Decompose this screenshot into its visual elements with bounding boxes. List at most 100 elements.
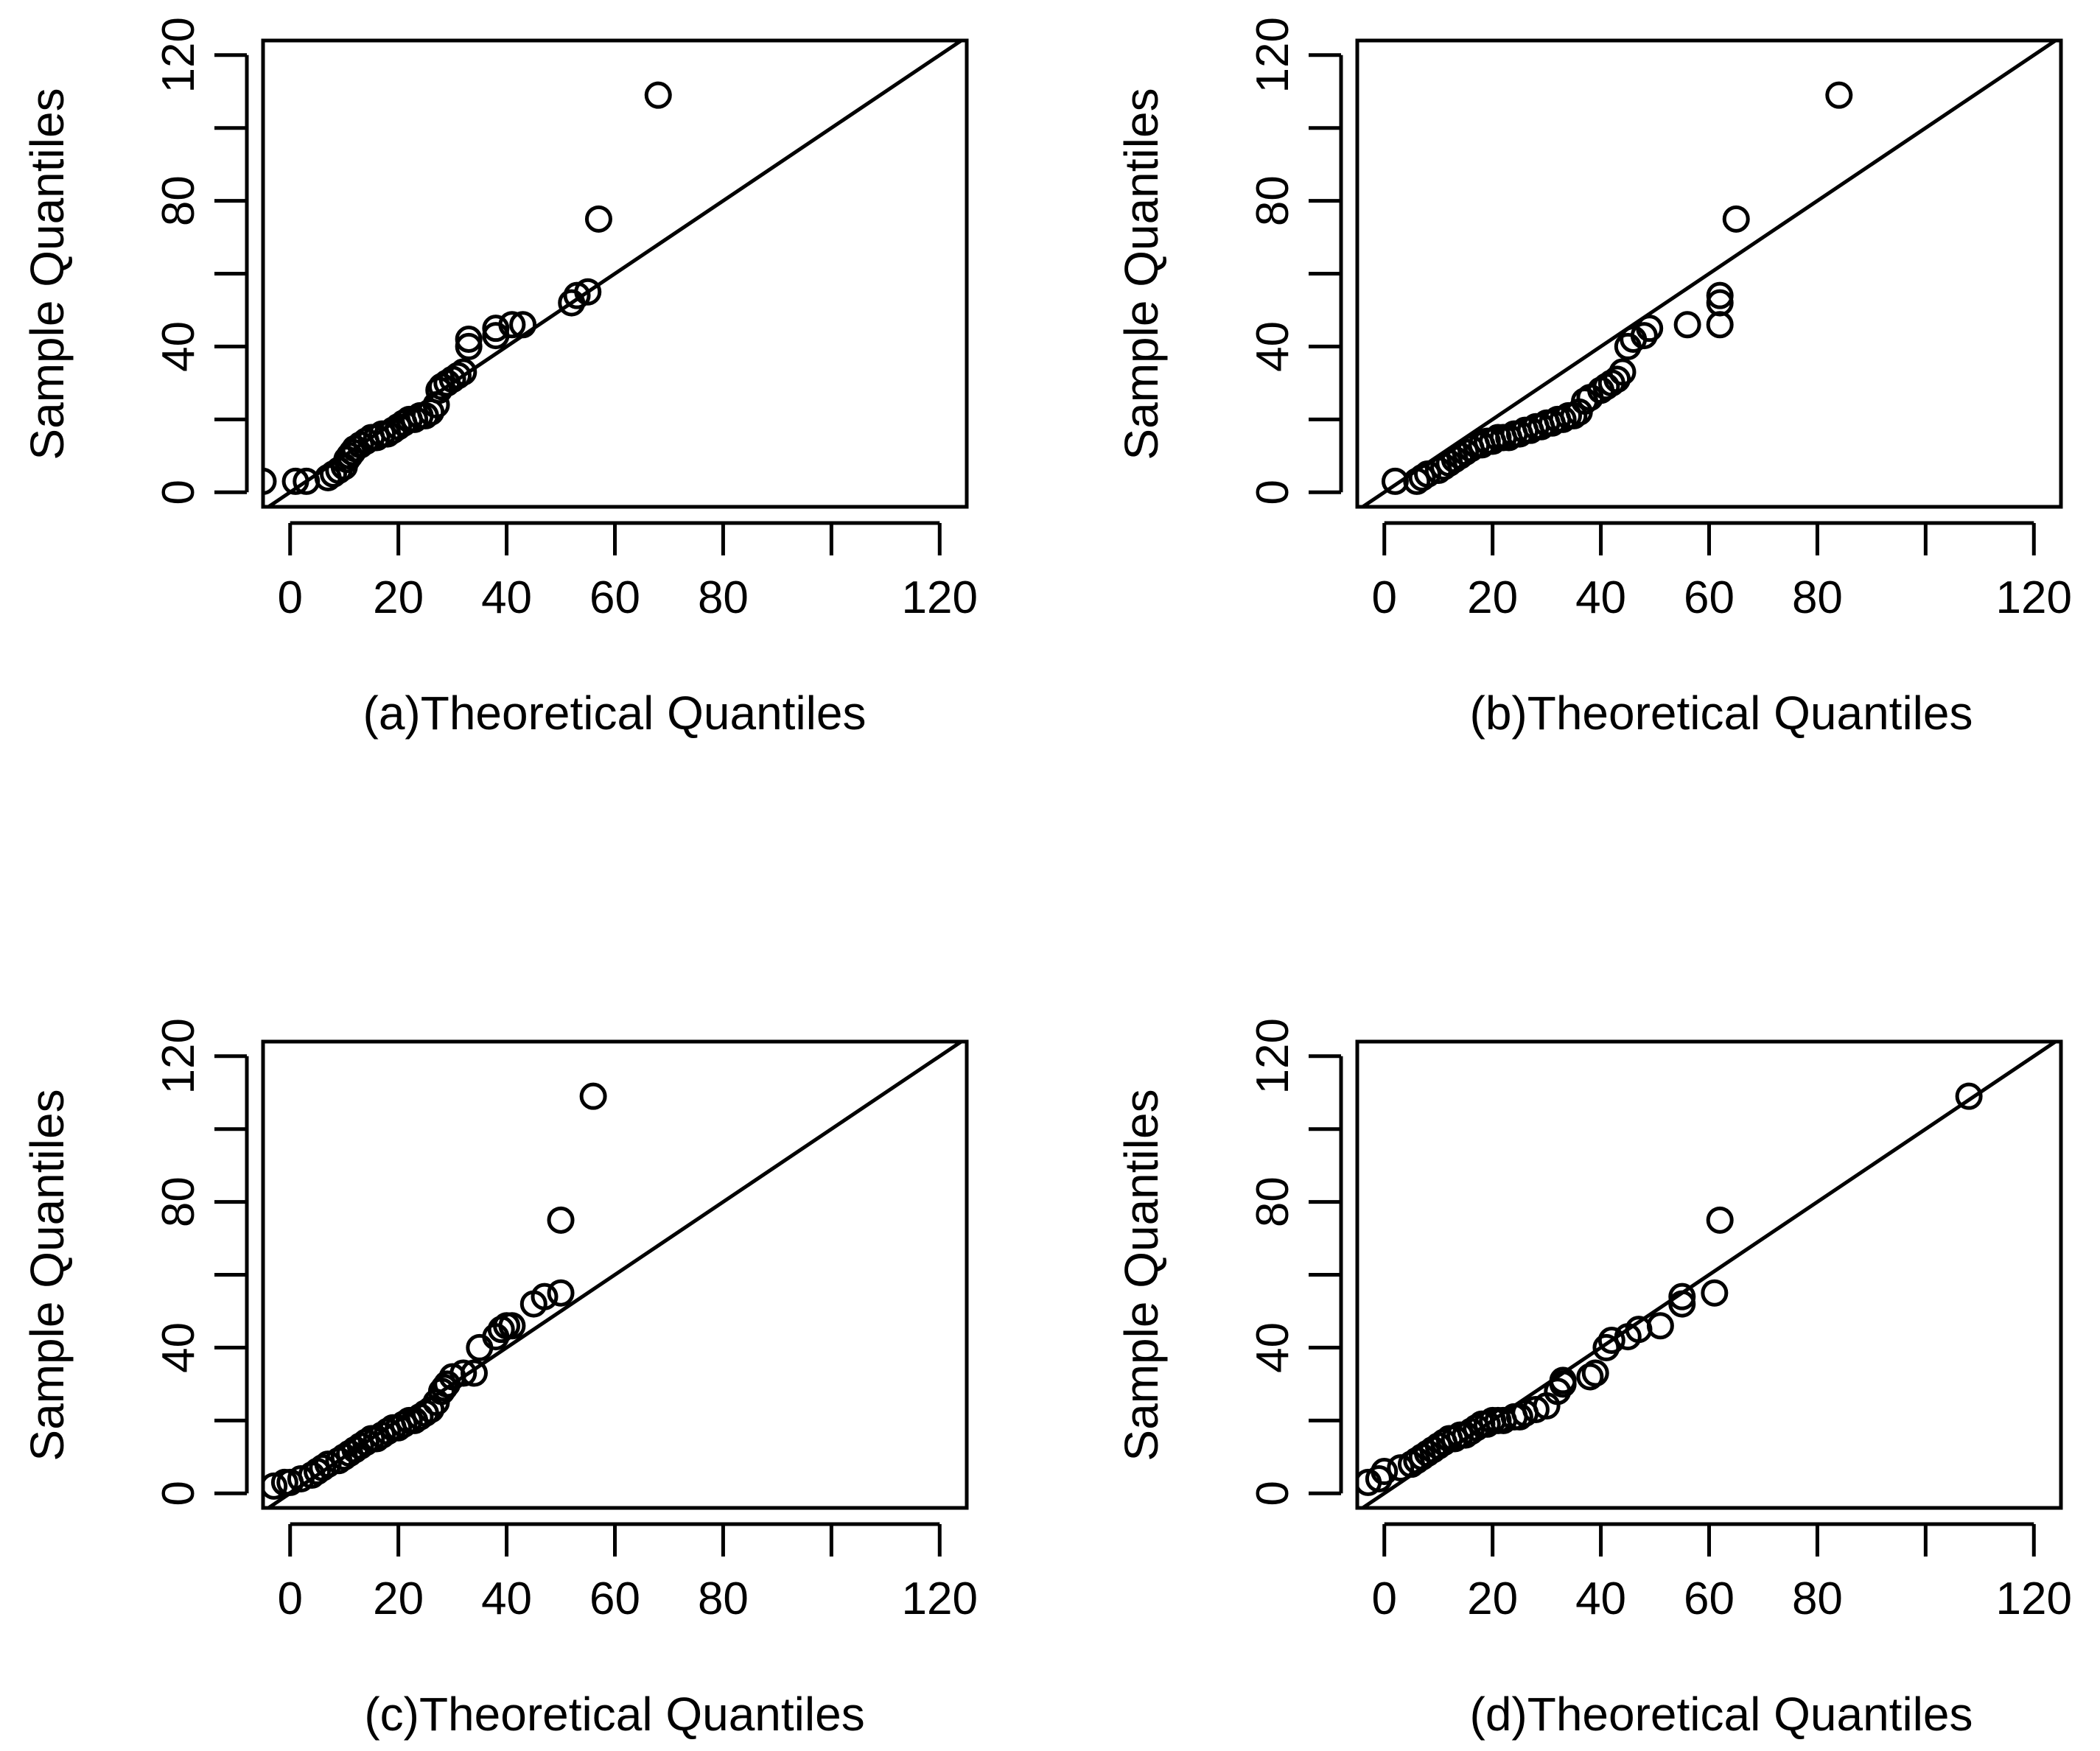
x-tick-label: 120 [1996,572,2072,623]
data-point [1701,1279,1729,1307]
data-point [309,1454,337,1482]
y-tick-label: 120 [1247,1018,1298,1094]
data-point [1630,322,1658,350]
data-point [444,362,472,390]
panel-d: 0 20 40 60 80 120 0 40 80 120 (d)Theoretical Qua… [1115,1018,2072,1741]
x-axis-title: (a)Theoretical Quantiles [363,687,867,740]
data-point [461,1359,488,1387]
data-point [1597,1327,1625,1355]
plot-frame [261,38,969,509]
data-point [1505,1403,1533,1431]
data-point [1371,1458,1399,1486]
x-axis-title: (c)Theoretical Quantiles [364,1688,864,1741]
data-point [579,1082,607,1110]
data-point [498,311,526,339]
data-point [1636,315,1664,343]
x-tick-label: 120 [902,572,978,623]
data-point [263,467,277,495]
data-point [509,311,537,339]
y-tick-label: 40 [153,321,204,372]
data-point [1706,289,1734,317]
data-point [1381,467,1409,495]
x-tick-label: 20 [373,572,424,623]
y-tick-label: 40 [153,1322,204,1373]
data-point [498,1312,526,1340]
y-axis-title: Sample Quantiles [1115,1089,1168,1461]
plot-frame [1355,1039,2063,1510]
data-point [1581,1359,1609,1387]
x-tick-label: 80 [698,572,749,623]
x-axis-title: (d)Theoretical Quantiles [1470,1688,1973,1741]
data-point [644,81,672,109]
y-axis-title: Sample Quantiles [1115,88,1168,460]
y-tick-label: 40 [1247,1322,1298,1373]
x-tick-label: 80 [1792,572,1843,623]
data-point [1706,281,1734,309]
x-tick-label: 120 [902,1573,978,1624]
x-tick-label: 60 [1684,572,1735,623]
x-tick-label: 60 [1684,1573,1735,1624]
data-point [455,326,483,354]
y-tick-label: 0 [153,1481,204,1506]
y-tick-label: 80 [1247,175,1298,226]
y-tick-label: 80 [1247,1176,1298,1227]
data-point [1673,311,1701,339]
data-point [1408,463,1436,491]
x-tick-label: 60 [589,1573,640,1624]
data-point [547,1206,575,1234]
x-tick-label: 20 [1467,1573,1518,1624]
data-point [1706,1206,1734,1234]
data-point [547,1279,575,1307]
y-axis-title: Sample Quantiles [21,1089,74,1461]
panel-c: 0 20 40 60 80 120 0 40 80 120 (c)Theoretical Qua… [21,1018,978,1741]
x-tick-label: 20 [1467,572,1518,623]
y-tick-label: 0 [153,480,204,505]
data-point [1668,1282,1696,1310]
panel-a: 0 20 40 60 80 120 0 40 80 120 (a)Theoretical Qua… [21,17,978,740]
data-point [584,205,612,233]
data-point [449,1359,477,1387]
y-tick-label: 0 [1247,480,1298,505]
data-point [1825,81,1853,109]
x-tick-label: 80 [1792,1573,1843,1624]
x-tick-label: 80 [698,1573,749,1624]
y-tick-label: 120 [1247,17,1298,93]
plot-frame [1355,38,2063,509]
x-tick-label: 0 [277,1573,302,1624]
data-point [1549,1366,1577,1394]
y-tick-label: 80 [153,1176,204,1227]
x-tick-label: 0 [1371,572,1396,623]
data-point [1668,1290,1696,1318]
x-tick-label: 60 [589,572,640,623]
y-tick-label: 40 [1247,321,1298,372]
panel-b: 0 20 40 60 80 120 0 40 80 120 (b)Theoretical Qua… [1115,17,2072,740]
data-point [1576,1363,1604,1391]
data-point [1646,1312,1674,1340]
data-point [1609,358,1637,386]
data-point [1722,205,1750,233]
x-tick-label: 40 [1575,572,1626,623]
x-tick-label: 0 [1371,1573,1396,1624]
x-tick-label: 40 [481,1573,532,1624]
data-point [1365,1464,1393,1492]
data-point [281,467,309,495]
y-tick-label: 80 [153,175,204,226]
data-point [449,358,477,386]
x-axis-title: (b)Theoretical Quantiles [1470,687,1973,740]
x-tick-label: 120 [1996,1573,2072,1624]
data-point [531,1282,559,1310]
data-point [422,391,450,419]
data-point [1955,1082,1983,1110]
data-point [482,315,510,343]
data-point [1603,365,1631,393]
x-tick-label: 0 [277,572,302,623]
x-tick-label: 40 [481,572,532,623]
data-point [455,332,483,360]
y-tick-label: 0 [1247,1481,1298,1506]
data-point [574,278,602,306]
y-tick-label: 120 [153,17,204,93]
x-tick-label: 40 [1575,1573,1626,1624]
y-tick-label: 120 [153,1018,204,1094]
plot-frame [261,1039,969,1510]
